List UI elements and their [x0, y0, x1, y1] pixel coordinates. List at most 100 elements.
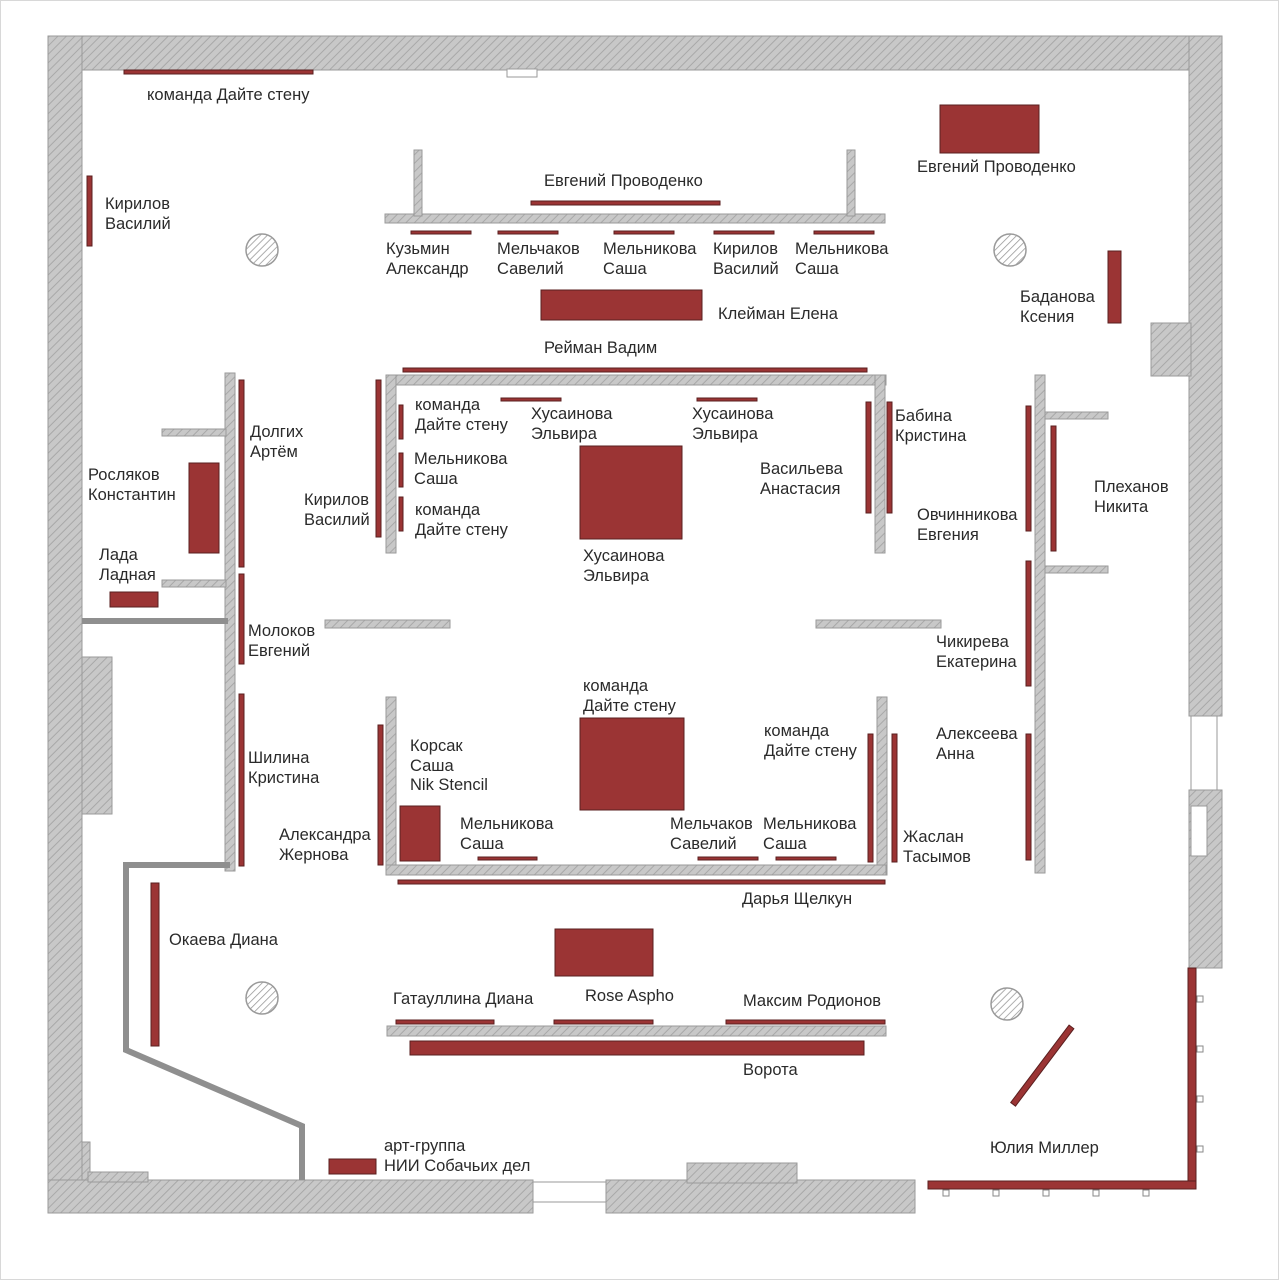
- label-reiman: Рейман Вадим: [544, 339, 658, 357]
- partition-walls: [161, 149, 1109, 1037]
- artwork: [886, 401, 893, 514]
- label-vorota: Ворота: [743, 1061, 798, 1079]
- label-komanda-in1: команда Дайте стену: [415, 396, 508, 434]
- label-melnikova-top1: Мельникова Саша: [603, 240, 697, 278]
- artwork: [579, 717, 685, 811]
- artwork: [540, 289, 703, 321]
- artwork: [1025, 733, 1032, 861]
- label-melchakov-top: Мельчаков Савелий: [497, 240, 580, 278]
- label-lada: Лада Ладная: [99, 546, 156, 584]
- label-kuzmin: Кузьмин Александр: [386, 240, 469, 278]
- artwork: [402, 367, 868, 373]
- column: [245, 233, 279, 267]
- artwork: [1050, 425, 1057, 552]
- artwork: [109, 591, 159, 608]
- artworks: [86, 69, 1197, 1190]
- artwork: [409, 1040, 865, 1056]
- label-komanda-in2: команда Дайте стену: [415, 501, 508, 539]
- artwork: [939, 104, 1040, 154]
- label-rose: Rose Aspho: [585, 987, 674, 1005]
- artwork: [377, 724, 384, 866]
- label-badanova: Баданова Ксения: [1020, 288, 1095, 326]
- artwork: [398, 404, 404, 440]
- column: [245, 981, 279, 1015]
- label-roslyakov: Росляков Константин: [88, 466, 176, 504]
- column: [990, 987, 1024, 1021]
- label-komanda-center: команда Дайте стену: [583, 677, 676, 715]
- label-komanda-right: команда Дайте стену: [764, 722, 857, 760]
- artwork: [500, 397, 562, 402]
- artwork: [398, 496, 404, 532]
- artwork: [1187, 967, 1197, 1188]
- artwork: [238, 693, 245, 867]
- artwork: [725, 1019, 886, 1025]
- artwork: [497, 230, 559, 235]
- label-shchelkun: Дарья Щелкун: [742, 890, 853, 908]
- line-walls: [82, 618, 305, 1180]
- label-kirilov-inner: Кирилов Василий: [304, 491, 370, 529]
- label-provodenko-center: Евгений Проводенко: [544, 172, 703, 190]
- artwork: [775, 856, 837, 861]
- label-provodenko-right: Евгений Проводенко: [917, 158, 1076, 176]
- label-melchakov-low: Мельчаков Савелий: [670, 815, 753, 853]
- label-miller: Юлия Миллер: [990, 1139, 1099, 1157]
- label-shilina: Шилина Кристина: [248, 749, 320, 787]
- artwork: [375, 379, 382, 538]
- artwork: [579, 445, 683, 540]
- label-okaeva: Окаева Диана: [169, 931, 278, 949]
- artwork: [398, 452, 404, 488]
- artwork: [188, 462, 220, 554]
- artwork: [865, 401, 872, 514]
- artwork: [530, 200, 721, 206]
- label-dolgikh: Долгих Артём: [250, 423, 304, 461]
- label-khusainova2: Хусаинова Эльвира: [692, 405, 774, 443]
- artwork: [613, 230, 675, 235]
- label-komanda-top: команда Дайте стену: [147, 86, 310, 104]
- artwork: [399, 805, 441, 862]
- label-zhaslan: Жаслан Тасымов: [903, 828, 971, 866]
- label-zhernova: Александра Жернова: [279, 826, 371, 864]
- label-gataullina: Гатауллина Диана: [393, 990, 534, 1008]
- artwork: [1025, 560, 1032, 687]
- artwork: [328, 1158, 377, 1175]
- artwork: [554, 928, 654, 977]
- label-nii: арт-группа НИИ Собачьих дел: [384, 1137, 531, 1175]
- label-chikireva: Чикирева Екатерина: [936, 633, 1017, 671]
- artwork: [867, 733, 874, 863]
- artwork: [553, 1019, 654, 1025]
- column: [993, 233, 1027, 267]
- artwork: [410, 230, 472, 235]
- artwork: [238, 379, 245, 568]
- artwork: [696, 397, 758, 402]
- artwork: [927, 1180, 1197, 1190]
- artwork: [238, 573, 245, 665]
- label-plekhanov: Плеханов Никита: [1094, 478, 1169, 516]
- artwork: [86, 175, 93, 247]
- artwork: [150, 882, 160, 1047]
- label-melnikova-low2: Мельникова Саша: [763, 815, 857, 853]
- wall-hooks: [942, 995, 1204, 1197]
- artwork: [713, 230, 775, 235]
- artwork: [697, 856, 759, 861]
- artwork: [395, 1019, 495, 1025]
- label-korsak: Корсак Саша Nik Stencil: [410, 737, 488, 794]
- label-melnikova-in: Мельникова Саша: [414, 450, 508, 488]
- artwork: [1010, 1024, 1075, 1107]
- artwork: [1107, 250, 1122, 324]
- artwork: [477, 856, 538, 861]
- label-kirilov-left: Кирилов Василий: [105, 195, 171, 233]
- label-molokov: Молоков Евгений: [248, 622, 316, 660]
- artwork: [123, 69, 314, 75]
- label-khusainova1: Хусаинова Эльвира: [531, 405, 613, 443]
- columns: [245, 233, 1027, 1021]
- artwork: [891, 733, 898, 863]
- label-kirilov-top: Кирилов Василий: [713, 240, 779, 278]
- openings: [506, 68, 1218, 1203]
- artwork: [813, 230, 875, 235]
- label-babina: Бабина Кристина: [895, 407, 967, 445]
- artwork: [397, 879, 886, 885]
- label-melnikova-top2: Мельникова Саша: [795, 240, 889, 278]
- label-rodionov: Максим Родионов: [743, 992, 882, 1010]
